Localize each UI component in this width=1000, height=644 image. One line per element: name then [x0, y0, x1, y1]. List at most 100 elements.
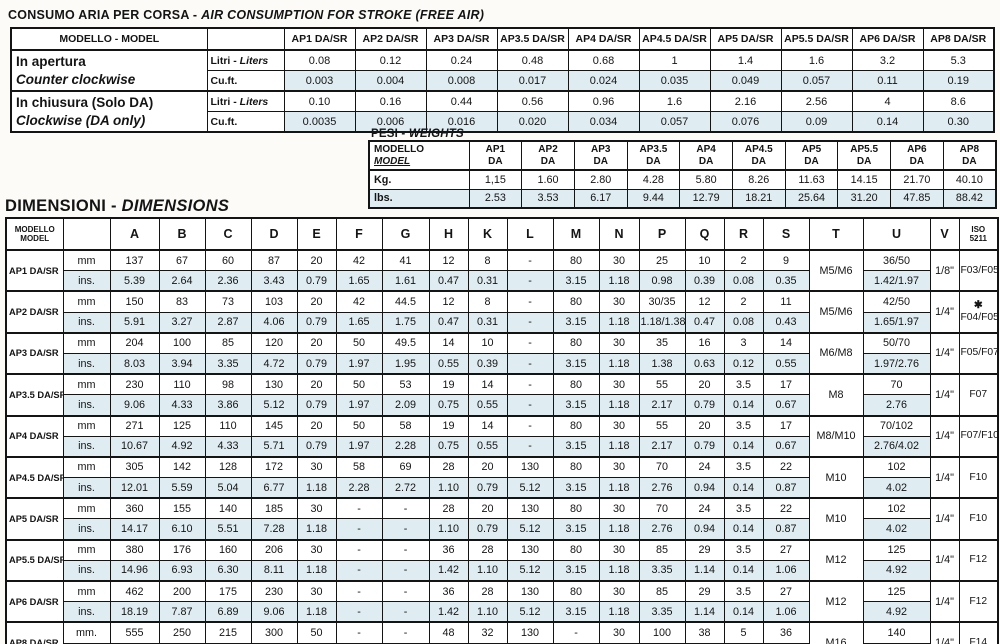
dims-iso-code: F07/F10 [960, 430, 998, 442]
dims-ins-value: 5.59 [158, 477, 206, 499]
dims-mm-value: 28 [428, 455, 469, 479]
dims-mm-value: 36 [428, 538, 469, 561]
dims-ins-value: 0.12 [723, 352, 764, 375]
dims-ins-value: 0.14 [723, 477, 764, 499]
dims-mm-value: 130 [506, 621, 554, 644]
dims-mm-value: - [506, 290, 554, 313]
air-liters-value: 0.24 [425, 49, 498, 71]
dimensions-title: DIMENSIONI - DIMENSIONS [5, 197, 229, 216]
dims-ins-value: 3.35 [638, 601, 686, 623]
dims-mm-row: AP3.5 DA/SR mm 230 110 98 130 20 50 53 19 14-80 30 5… [5, 373, 999, 417]
dims-col-header: F [335, 217, 383, 251]
dims-mm-value: 2 [723, 249, 764, 272]
dims-mm-value: 22 [762, 455, 810, 479]
dims-ins-value: - [335, 518, 383, 541]
dims-port-value: 1/4" [929, 579, 960, 623]
dims-ins-value: 1.18 [296, 601, 337, 623]
air-cuft-value: 0.076 [709, 111, 782, 133]
air-cuft-value: 0.017 [496, 70, 569, 92]
dims-model-label: AP4.5 DA/SR [5, 455, 64, 499]
dims-ins-value: 0.55 [762, 352, 810, 375]
dims-model-header-line2: MODEL [20, 234, 50, 243]
dims-mm-value: 204 [109, 331, 160, 354]
dims-unit-mm: mm [62, 373, 111, 396]
dims-mm-value: 30 [598, 580, 640, 603]
air-col-header: AP4.5 DA/SR [638, 27, 711, 51]
air-group-label: In apertura Counter clockwise [10, 49, 208, 92]
dims-ins-value: - [506, 435, 554, 458]
dims-mm-value: 29 [684, 538, 725, 561]
weights-lbs-value: 3.53 [521, 188, 575, 209]
dims-ins-value: 1.18 [598, 352, 640, 375]
dims-mm-value: 3.5 [723, 580, 764, 603]
weights-col-suffix: DA [856, 155, 872, 167]
dims-mm-value: 60 [204, 249, 252, 272]
dims-ins-value: 0.79 [296, 435, 337, 458]
dims-ins-value: 1.38 [638, 352, 686, 375]
dims-unit-mm: mm [62, 580, 111, 603]
dims-mm-value: - [506, 331, 554, 354]
dims-col-header: P [638, 217, 686, 251]
dims-ins-value: 0.87 [762, 518, 810, 541]
air-col-header: AP5 DA/SR [709, 27, 782, 51]
weights-col-header: AP2 DA [521, 140, 575, 171]
dims-ins-value: 3.15 [552, 601, 600, 623]
weights-lbs-row: lbs. 2.53 3.53 6.17 9.44 12.79 18.21 25.64 31.20… [368, 188, 997, 209]
dims-model-label: AP2 DA/SR [5, 290, 64, 334]
dims-ins-value: 2.76 [638, 518, 686, 541]
dims-port-value: 1/8" [929, 249, 960, 292]
dims-mm-value: 30/35 [638, 290, 686, 313]
weights-model-header-english: MODEL [374, 155, 411, 167]
dims-mm-value: 69 [381, 455, 430, 479]
weights-header-row: MODELLO MODEL AP1 DA AP2 DA AP3 DA AP3.5 DA AP4 DA A… [368, 140, 997, 171]
dims-mm-value: 462 [109, 580, 160, 603]
dims-u-mm-value: 36/50 [862, 249, 931, 272]
dims-mm-value: 55 [638, 414, 686, 437]
dims-unit-ins: ins. [62, 477, 111, 499]
dims-ins-value: - [506, 352, 554, 375]
dims-mm-value: - [506, 373, 554, 396]
air-unit-header-empty [206, 27, 285, 51]
dims-thread-value: M6/M8 [808, 331, 864, 375]
dims-ins-value: 1.42 [428, 559, 469, 582]
dims-iso-cell: F10 [958, 497, 999, 541]
dims-model-label: AP5 DA/SR [5, 497, 64, 541]
weights-model-header: MODELLO MODEL [368, 140, 470, 171]
dims-mm-value: 20 [296, 331, 337, 354]
dims-ins-value: 4.72 [250, 352, 298, 375]
dims-ins-value: 0.31 [467, 270, 508, 292]
dims-thread-value: M12 [808, 579, 864, 623]
dims-ins-value: 0.47 [684, 311, 725, 334]
dims-ins-value: 0.79 [467, 518, 508, 541]
dims-ins-value: 4.06 [250, 311, 298, 334]
dims-ins-value: 1.65 [335, 270, 383, 292]
air-cuft-value: 0.19 [922, 70, 995, 92]
air-cuft-unit-label: Cu.ft. [206, 111, 285, 133]
dims-mm-value: 3.5 [723, 414, 764, 437]
dims-mm-value: 20 [467, 497, 508, 520]
dims-iso-code: F04/F05 [960, 312, 998, 324]
dims-u-mm-value: 102 [862, 455, 931, 479]
weights-col-model: AP1 [485, 143, 506, 155]
dims-ins-value: 1.18 [598, 559, 640, 582]
dims-u-ins-value: 1.65/1.97 [862, 311, 931, 334]
dims-ins-value: 3.15 [552, 352, 600, 375]
dims-mm-value: - [506, 249, 554, 272]
dims-mm-value: 130 [250, 373, 298, 396]
dims-u-mm-value: 125 [862, 580, 931, 603]
dims-ins-value: 4.33 [204, 435, 252, 458]
dims-mm-value: 125 [158, 414, 206, 437]
dims-u-ins-value: 2.76 [862, 394, 931, 416]
dims-mm-value: 130 [506, 580, 554, 603]
weights-kg-label: Kg. [368, 169, 470, 190]
air-consumption-table: MODELLO - MODEL AP1 DA/SR AP2 DA/SR AP3 DA/… [10, 27, 995, 133]
air-liters-value: 2.16 [709, 90, 782, 112]
air-col-header: AP3.5 DA/SR [496, 27, 569, 51]
dims-mm-value: - [381, 580, 430, 603]
dims-ins-value: 1.06 [762, 601, 810, 623]
dims-mm-value: 215 [204, 621, 252, 644]
dims-mm-value: 20 [467, 455, 508, 479]
dims-iso-cell: F03/F05 [958, 249, 999, 292]
dims-thread-value: M16 [808, 621, 864, 644]
dims-mm-value: 200 [158, 580, 206, 603]
